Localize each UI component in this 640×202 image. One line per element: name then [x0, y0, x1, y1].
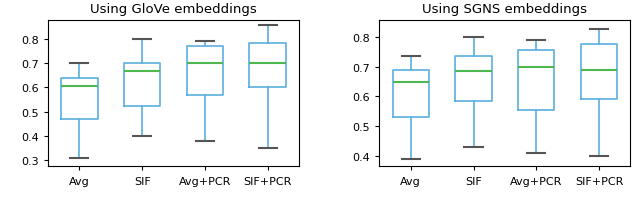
Title: Using GloVe embeddings: Using GloVe embeddings [90, 3, 257, 16]
Title: Using SGNS embeddings: Using SGNS embeddings [422, 3, 588, 16]
